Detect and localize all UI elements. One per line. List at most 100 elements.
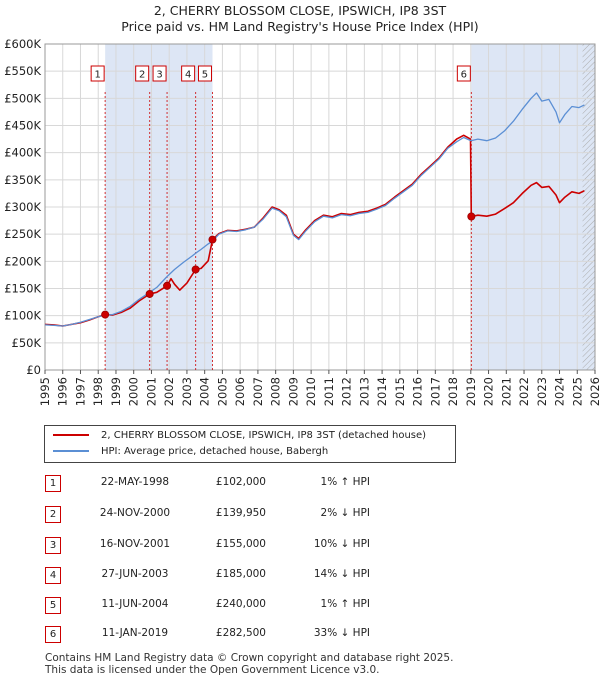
x-tick-label: 2017 — [428, 377, 442, 406]
x-tick-label: 2022 — [517, 377, 531, 406]
sale-point — [467, 212, 476, 221]
table-row: 1 22-MAY-1998 £102,000 1% ↑ HPI — [0, 475, 600, 495]
y-tick-label: £200K — [4, 254, 41, 268]
x-tick-label: 2019 — [464, 377, 478, 406]
x-tick-label: 1997 — [73, 377, 87, 406]
sale-point — [208, 235, 217, 244]
sale-marker-label: 1 — [94, 70, 100, 81]
sale-marker-box — [456, 65, 471, 82]
table-row: 6 11-JAN-2019 £282,500 33% ↓ HPI — [0, 626, 600, 646]
y-tick-label: £300K — [4, 200, 41, 214]
transaction-date: 27-JUN-2003 — [101, 568, 169, 580]
transaction-price: £139,950 — [215, 507, 266, 519]
x-tick-label: 2002 — [162, 377, 176, 406]
y-tick-label: £600K — [4, 37, 41, 51]
sale-marker-label: 3 — [156, 70, 162, 81]
transaction-price: £282,500 — [215, 627, 266, 639]
legend-item-hpi: HPI: Average price, detached house, Babe… — [53, 444, 328, 460]
table-row: 4 27-JUN-2003 £185,000 14% ↓ HPI — [0, 567, 600, 587]
transaction-number: 6 — [45, 626, 61, 643]
transaction-date: 24-NOV-2000 — [99, 507, 171, 519]
x-tick-label: 2008 — [269, 377, 283, 406]
transaction-number: 1 — [45, 475, 61, 492]
legend: 2, CHERRY BLOSSOM CLOSE, IPSWICH, IP8 3S… — [44, 425, 456, 463]
transaction-number: 3 — [45, 537, 61, 554]
sale-point — [191, 265, 200, 274]
transaction-number: 4 — [45, 567, 61, 584]
y-tick-label: £350K — [4, 173, 41, 187]
x-tick-label: 2018 — [446, 377, 460, 406]
table-row: 2 24-NOV-2000 £139,950 2% ↓ HPI — [0, 506, 600, 526]
transaction-price: £185,000 — [215, 568, 266, 580]
x-tick-label: 2000 — [127, 377, 141, 406]
x-tick-label: 1999 — [109, 377, 123, 406]
table-row: 3 16-NOV-2001 £155,000 10% ↓ HPI — [0, 537, 600, 557]
x-tick-label: 2003 — [180, 377, 194, 406]
sale-marker-box — [181, 65, 196, 82]
y-tick-label: £400K — [4, 146, 41, 160]
x-tick-label: 2016 — [411, 377, 425, 406]
sale-point — [163, 281, 172, 290]
y-tick-label: £500K — [4, 91, 41, 105]
sale-marker-box — [197, 65, 212, 82]
x-tick-label: 2011 — [322, 377, 336, 406]
transaction-date: 16-NOV-2001 — [99, 538, 171, 550]
transaction-date: 11-JAN-2019 — [101, 627, 169, 639]
sale-point — [101, 310, 110, 319]
x-tick-label: 2006 — [233, 377, 247, 406]
property-price-line — [44, 134, 585, 327]
x-tick-label: 2026 — [588, 377, 600, 406]
y-tick-label: £550K — [4, 64, 41, 78]
x-tick-label: 2007 — [251, 377, 265, 406]
sale-marker-label: 2 — [139, 70, 145, 81]
y-tick-label: £0 — [26, 363, 41, 377]
footer-licence: This data is licensed under the Open Gov… — [45, 664, 380, 676]
transaction-number: 2 — [45, 506, 61, 523]
plot-frame — [44, 43, 596, 371]
y-tick-label: £50K — [12, 336, 42, 350]
x-tick-label: 2015 — [393, 377, 407, 406]
price-chart: £0 £50K £100K £150K £200K £250K £300K £350K £400… — [4, 37, 600, 406]
y-tick-label: £450K — [4, 119, 41, 133]
sale-marker-box — [135, 65, 150, 82]
x-tick-label: 2013 — [357, 377, 371, 406]
chart-title: 2, CHERRY BLOSSOM CLOSE, IPSWICH, IP8 3S… — [153, 3, 447, 18]
x-tick-label: 2024 — [553, 377, 567, 406]
legend-label-property: 2, CHERRY BLOSSOM CLOSE, IPSWICH, IP8 3S… — [101, 430, 427, 441]
transaction-hpi-diff: 10% ↓ HPI — [313, 538, 370, 550]
y-tick-label: £100K — [4, 309, 41, 323]
sale-marker-box — [152, 65, 167, 82]
x-tick-label: 2020 — [482, 377, 496, 406]
x-tick-label: 2010 — [304, 377, 318, 406]
transaction-price: £102,000 — [215, 476, 266, 488]
table-row: 5 11-JUN-2004 £240,000 1% ↑ HPI — [0, 597, 600, 617]
sale-marker-label: 5 — [202, 70, 208, 81]
x-tick-label: 2001 — [144, 377, 158, 406]
footer-copyright: Contains HM Land Registry data © Crown c… — [45, 652, 454, 664]
x-tick-label: 2021 — [499, 377, 513, 406]
x-tick-label: 1995 — [38, 377, 52, 406]
x-tick-label: 2005 — [215, 377, 229, 406]
x-tick-label: 2023 — [535, 377, 549, 406]
transaction-price: £240,000 — [215, 598, 266, 610]
x-tick-label: 2012 — [340, 377, 354, 406]
x-tick-label: 1998 — [91, 377, 105, 406]
x-tick-label: 2009 — [286, 377, 300, 406]
sale-marker-label: 4 — [185, 70, 191, 81]
sale-marker-box — [90, 65, 105, 82]
transaction-hpi-diff: 33% ↓ HPI — [313, 627, 370, 639]
y-tick-label: £250K — [4, 227, 41, 241]
transaction-date: 11-JUN-2004 — [101, 598, 169, 610]
y-tick-label: £150K — [4, 282, 41, 296]
chart-subtitle: Price paid vs. HM Land Registry's House … — [121, 19, 479, 34]
legend-swatch-hpi — [53, 450, 89, 452]
x-tick-label: 2004 — [198, 377, 212, 406]
legend-swatch-property — [53, 434, 89, 436]
transaction-date: 22-MAY-1998 — [100, 476, 170, 488]
transaction-hpi-diff: 1% ↑ HPI — [320, 476, 370, 488]
x-tick-label: 2014 — [375, 377, 389, 406]
sale-point — [145, 289, 154, 298]
transaction-hpi-diff: 2% ↓ HPI — [320, 507, 370, 519]
transaction-hpi-diff: 1% ↑ HPI — [320, 598, 370, 610]
transaction-number: 5 — [45, 597, 61, 614]
